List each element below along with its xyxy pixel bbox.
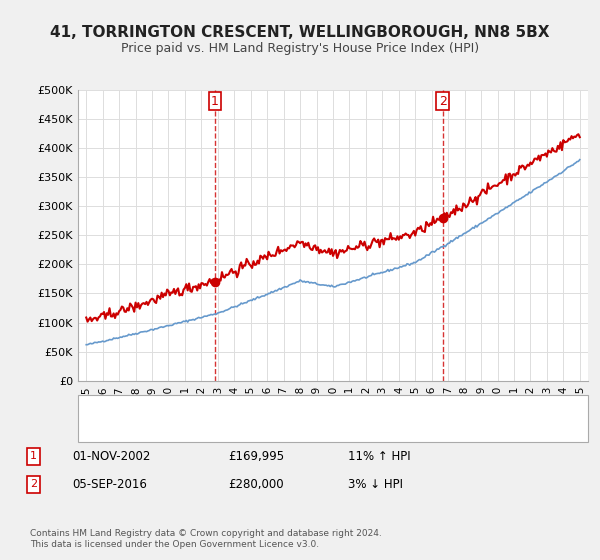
Text: 1: 1 <box>211 95 219 108</box>
Text: 2: 2 <box>30 479 37 489</box>
Text: 11% ↑ HPI: 11% ↑ HPI <box>348 450 410 463</box>
Text: 3% ↓ HPI: 3% ↓ HPI <box>348 478 403 491</box>
Text: £280,000: £280,000 <box>228 478 284 491</box>
Text: Contains HM Land Registry data © Crown copyright and database right 2024.
This d: Contains HM Land Registry data © Crown c… <box>30 529 382 549</box>
Text: ——: —— <box>90 418 121 433</box>
Text: 41, TORRINGTON CRESCENT, WELLINGBOROUGH, NN8 5BX: 41, TORRINGTON CRESCENT, WELLINGBOROUGH,… <box>50 25 550 40</box>
Text: 2: 2 <box>439 95 446 108</box>
Text: 01-NOV-2002: 01-NOV-2002 <box>72 450 151 463</box>
Text: £169,995: £169,995 <box>228 450 284 463</box>
Text: 05-SEP-2016: 05-SEP-2016 <box>72 478 147 491</box>
Text: HPI: Average price, detached house, North Northamptonshire: HPI: Average price, detached house, Nort… <box>123 421 443 431</box>
Text: 41, TORRINGTON CRESCENT, WELLINGBOROUGH, NN8 5BX (detached house): 41, TORRINGTON CRESCENT, WELLINGBOROUGH,… <box>123 401 527 411</box>
Text: ——: —— <box>90 399 121 413</box>
Text: 1: 1 <box>30 451 37 461</box>
Text: Price paid vs. HM Land Registry's House Price Index (HPI): Price paid vs. HM Land Registry's House … <box>121 42 479 55</box>
